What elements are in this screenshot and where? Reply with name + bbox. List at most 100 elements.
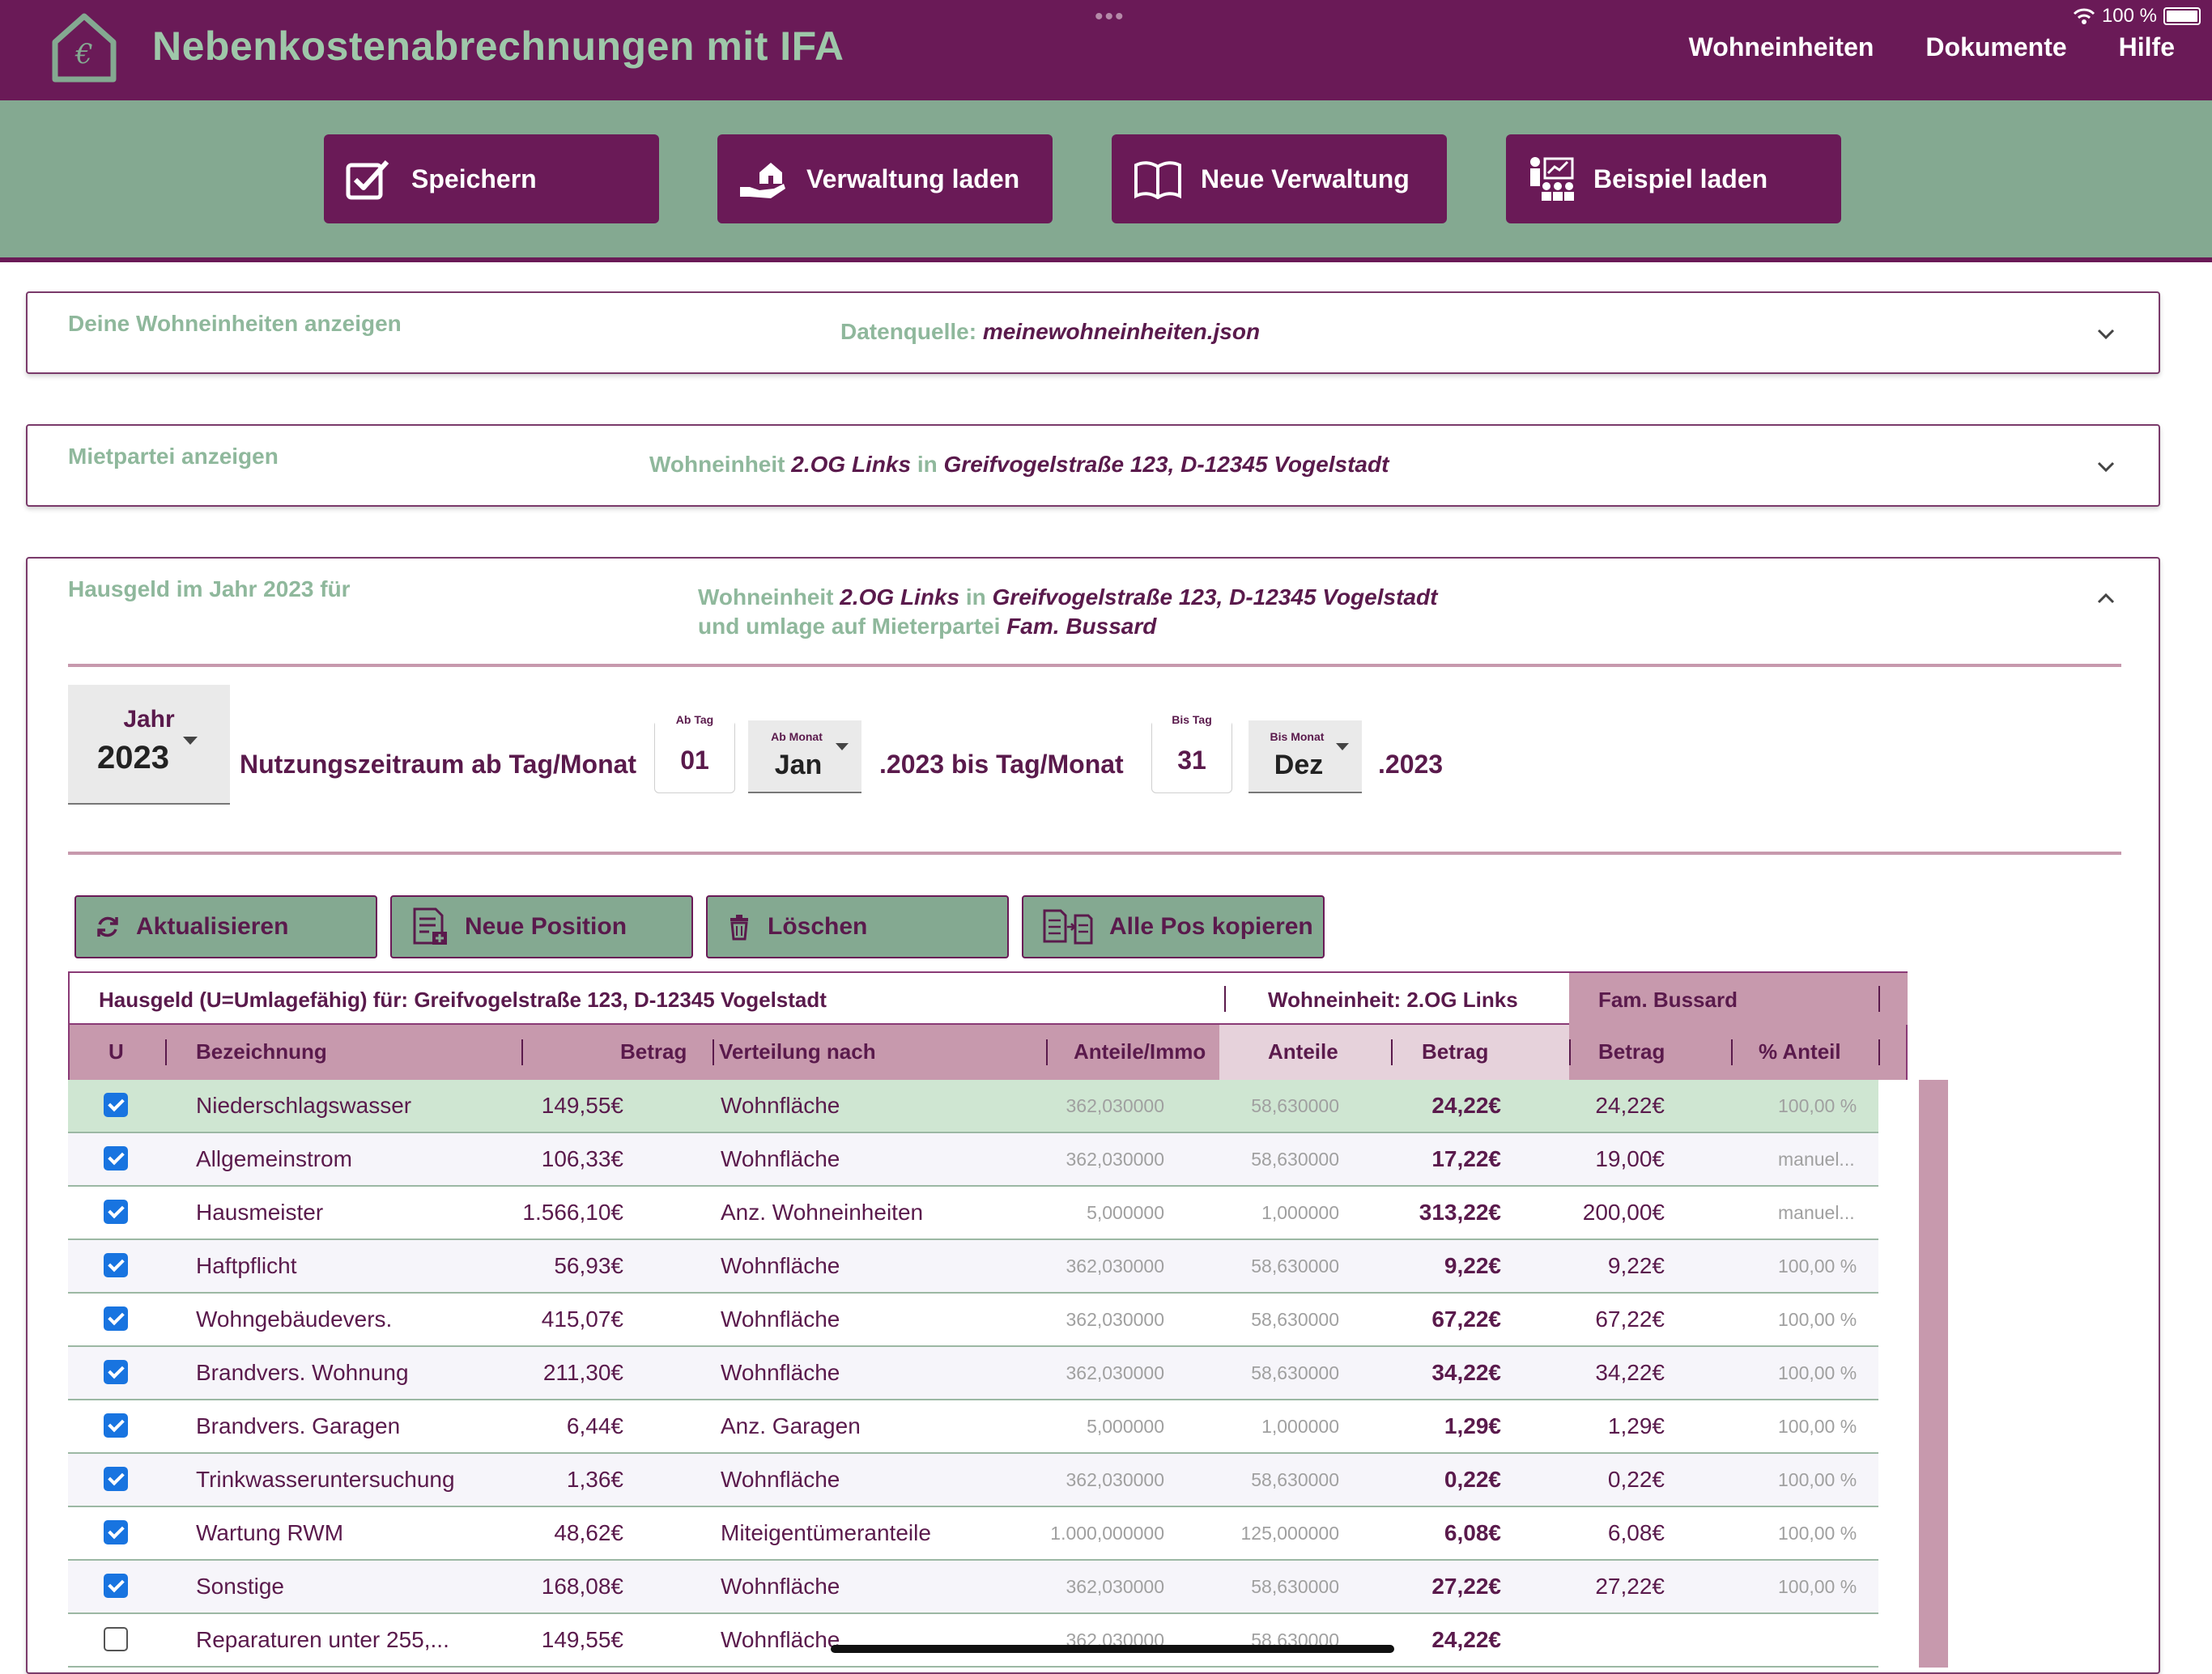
save-button[interactable]: Speichern	[324, 134, 659, 223]
col-verteilung[interactable]: Verteilung nach	[719, 1039, 876, 1064]
umlage-checkbox[interactable]	[104, 1253, 128, 1277]
load-example-button[interactable]: Beispiel laden	[1506, 134, 1841, 223]
divider	[1878, 1039, 1880, 1065]
divider	[1731, 1039, 1733, 1065]
shares-unit: 125,000000	[1240, 1523, 1339, 1544]
shares-total: 362,030000	[1066, 1149, 1164, 1170]
table-row[interactable]: Hausmeister 1.566,10€ Anz. Wohneinheiten…	[68, 1187, 1878, 1240]
chevron-down-icon[interactable]	[2094, 455, 2118, 479]
col-bezeichnung[interactable]: Bezeichnung	[196, 1039, 327, 1064]
period-end-text: .2023	[1378, 750, 1444, 779]
divider	[1569, 1039, 1571, 1065]
table-row[interactable]: Brandvers. Garagen 6,44€ Anz. Garagen 5,…	[68, 1400, 1878, 1454]
units-panel-label: Deine Wohneinheiten anzeigen	[68, 311, 402, 336]
tenant-panel[interactable]: Mietpartei anzeigen Wohneinheit 2.OG Lin…	[26, 424, 2160, 507]
shares-total: 5,000000	[1087, 1202, 1164, 1223]
caret-down-icon	[183, 737, 198, 745]
position-name: Trinkwasseruntersuchung	[196, 1467, 455, 1492]
col-betrag[interactable]: Betrag	[620, 1039, 687, 1064]
distribution-key: Wohnfläche	[721, 1574, 840, 1599]
from-month-value: Jan	[774, 750, 823, 780]
table-row[interactable]: Reparaturen unter 255,... 149,55€ Wohnfl…	[68, 1614, 1878, 1668]
umlage-checkbox[interactable]	[104, 1520, 128, 1544]
umlage-checkbox[interactable]	[104, 1574, 128, 1598]
data-source-label: Datenquelle:	[840, 319, 977, 344]
new-position-label: Neue Position	[465, 913, 627, 940]
table-row[interactable]: Brandvers. Wohnung 211,30€ Wohnfläche 36…	[68, 1347, 1878, 1400]
umlage-checkbox[interactable]	[104, 1360, 128, 1384]
refresh-button[interactable]: Aktualisieren	[74, 895, 377, 958]
trash-icon	[730, 915, 748, 941]
table-row[interactable]: Trinkwasseruntersuchung 1,36€ Wohnfläche…	[68, 1454, 1878, 1507]
divider	[713, 1039, 714, 1065]
umlage-checkbox[interactable]	[104, 1146, 128, 1171]
umlage-checkbox[interactable]	[104, 1200, 128, 1224]
tenant-percent: manuel...	[1778, 1149, 1855, 1170]
tenant-percent: 100,00 %	[1778, 1362, 1857, 1383]
nav-hilfe[interactable]: Hilfe	[2118, 32, 2175, 62]
table-caption: Hausgeld (U=Umlagefähig) für: Greifvogel…	[99, 988, 827, 1012]
shares-total: 362,030000	[1066, 1309, 1164, 1330]
in-word: in	[965, 584, 986, 610]
unit-amount: 34,22€	[1431, 1360, 1501, 1385]
umlage-checkbox[interactable]	[104, 1306, 128, 1331]
table-row[interactable]: Sonstige 168,08€ Wohnfläche 362,030000 5…	[68, 1561, 1878, 1614]
col-percent[interactable]: % Anteil	[1759, 1039, 1841, 1064]
distribution-key: Wohnfläche	[721, 1253, 840, 1278]
load-management-button[interactable]: Verwaltung laden	[717, 134, 1053, 223]
distribution-key: Wohnfläche	[721, 1467, 840, 1492]
table-side-strip	[1919, 1080, 1948, 1668]
units-panel[interactable]: Deine Wohneinheiten anzeigen Datenquelle…	[26, 291, 2160, 374]
from-month-select[interactable]: Ab Monat Jan	[748, 720, 861, 793]
col-anteile[interactable]: Anteile	[1268, 1039, 1338, 1064]
unit-amount: 24,22€	[1431, 1627, 1501, 1652]
delete-button[interactable]: Löschen	[706, 895, 1009, 958]
nav-dokumente[interactable]: Dokumente	[1925, 32, 2067, 62]
table-row[interactable]: Allgemeinstrom 106,33€ Wohnfläche 362,03…	[68, 1133, 1878, 1187]
unit-name: 2.OG Links	[791, 452, 912, 477]
new-position-button[interactable]: Neue Position	[390, 895, 693, 958]
copy-all-button[interactable]: Alle Pos kopieren	[1022, 895, 1325, 958]
shares-total: 362,030000	[1066, 1362, 1164, 1383]
chevron-down-icon[interactable]	[2094, 322, 2118, 346]
multitask-dots-icon[interactable]: •••	[1095, 3, 1125, 30]
nav-wohneinheiten[interactable]: Wohneinheiten	[1688, 32, 1874, 62]
table-row[interactable]: Wartung RWM 48,62€ Miteigentümeranteile …	[68, 1507, 1878, 1561]
position-name: Wohngebäudevers.	[196, 1306, 393, 1332]
unit-prefix: Wohneinheit	[649, 452, 785, 477]
table-row[interactable]: Wohngebäudevers. 415,07€ Wohnfläche 362,…	[68, 1294, 1878, 1347]
wifi-icon	[2073, 8, 2095, 24]
umlage-checkbox[interactable]	[104, 1627, 128, 1651]
tenant-percent: 100,00 %	[1778, 1523, 1857, 1544]
position-name: Sonstige	[196, 1574, 284, 1599]
tenant-amount: 9,22€	[1607, 1253, 1665, 1278]
to-month-label: Bis Monat	[1270, 730, 1325, 743]
col-u[interactable]: U	[108, 1039, 124, 1064]
new-management-button[interactable]: Neue Verwaltung	[1112, 134, 1447, 223]
to-month-value: Dez	[1274, 750, 1324, 780]
status-bar: 100 %	[2073, 5, 2201, 28]
distribution-key: Wohnfläche	[721, 1093, 840, 1118]
tenant-amount: 34,22€	[1595, 1360, 1665, 1385]
umlage-checkbox[interactable]	[104, 1467, 128, 1491]
to-day-field[interactable]: Bis Tag 31	[1151, 713, 1232, 793]
year-select[interactable]: Jahr 2023	[68, 685, 230, 805]
unit-amount: 27,22€	[1431, 1574, 1501, 1599]
col-betrag-unit[interactable]: Betrag	[1422, 1039, 1489, 1064]
position-amount: 48,62€	[554, 1520, 623, 1545]
from-day-field[interactable]: Ab Tag 01	[654, 713, 735, 793]
chevron-up-icon[interactable]	[2094, 586, 2118, 610]
umlage-checkbox[interactable]	[104, 1093, 128, 1117]
col-anteile-immo[interactable]: Anteile/Immo	[1074, 1039, 1206, 1064]
year-label: Jahr	[123, 706, 175, 733]
umlage-checkbox[interactable]	[104, 1413, 128, 1438]
shares-unit: 1,000000	[1261, 1202, 1339, 1223]
app-title: Nebenkostenabrechnungen mit IFA	[152, 23, 844, 69]
table-row[interactable]: Niederschlagswasser 149,55€ Wohnfläche 3…	[68, 1080, 1878, 1133]
to-month-select[interactable]: Bis Monat Dez	[1249, 720, 1362, 793]
distribution-key: Wohnfläche	[721, 1146, 840, 1171]
table-row[interactable]: Haftpflicht 56,93€ Wohnfläche 362,030000…	[68, 1240, 1878, 1294]
divider	[1391, 1039, 1393, 1065]
col-betrag-tenant[interactable]: Betrag	[1598, 1039, 1665, 1064]
unit-prefix: Wohneinheit	[698, 584, 834, 610]
